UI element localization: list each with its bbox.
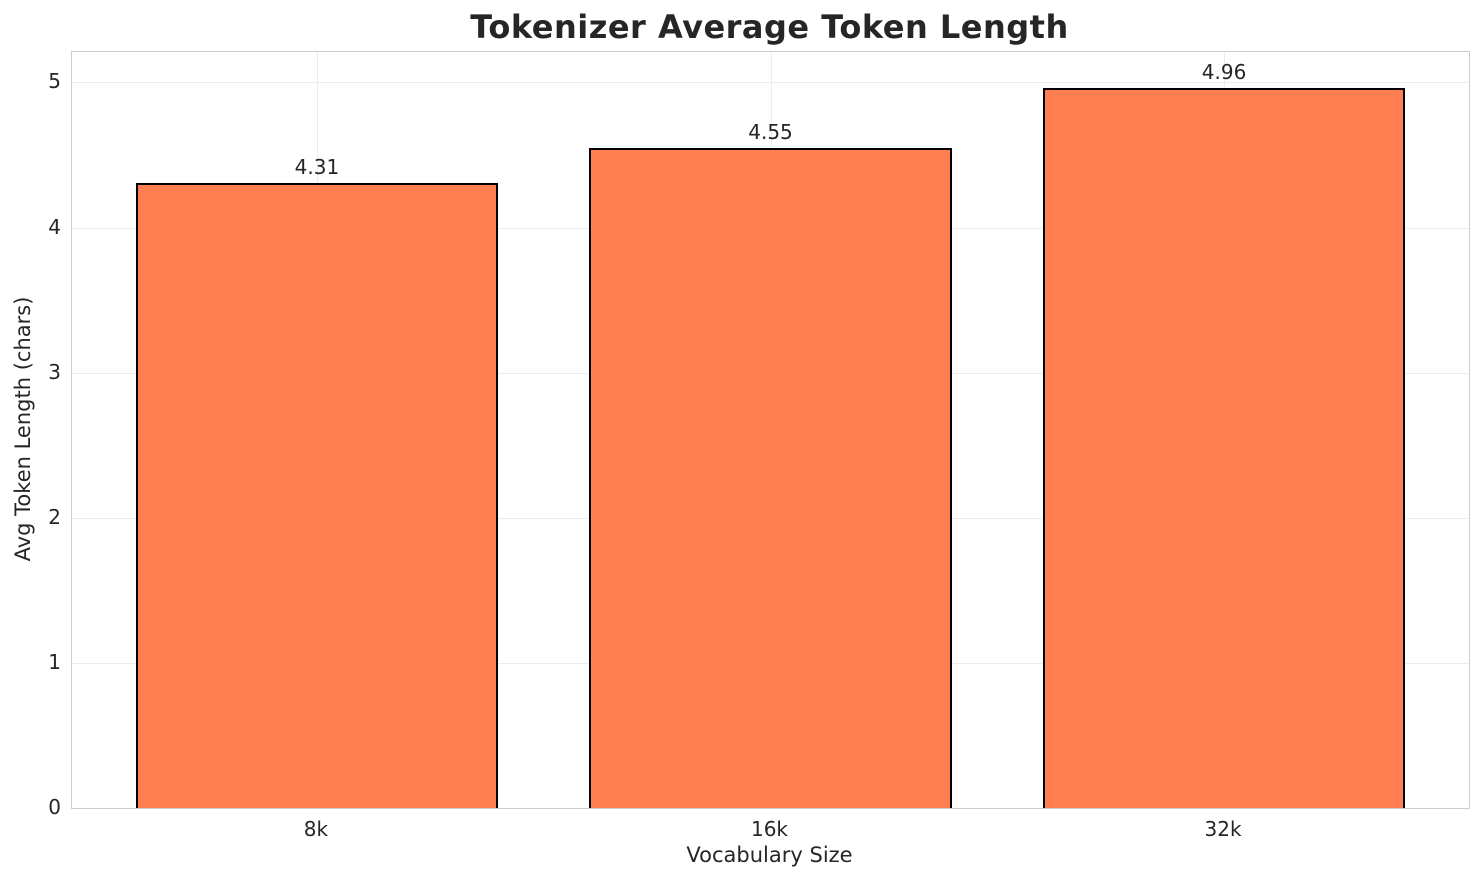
bar-value-label: 4.96: [1201, 60, 1247, 85]
bar-32k: [1042, 88, 1406, 808]
x-tick-label-16k: 16k: [750, 817, 789, 841]
x-axis-label: Vocabulary Size: [686, 843, 853, 867]
plot-area: 4.31 4.55 4.96: [71, 51, 1470, 809]
y-tick-label: 2: [48, 504, 61, 529]
y-tick-label: 4: [48, 214, 61, 239]
x-tick-label-32k: 32k: [1204, 817, 1242, 841]
y-tick-label: 5: [48, 69, 61, 94]
bar-value-label: 4.31: [294, 154, 340, 179]
y-tick-label: 1: [48, 649, 61, 674]
y-tick-label: 0: [48, 795, 61, 819]
y-tick-label: 3: [48, 359, 61, 384]
y-axis-label: Avg Token Length (chars): [11, 296, 35, 562]
chart-title: Tokenizer Average Token Length: [470, 8, 1069, 46]
x-tick-label-8k: 8k: [303, 817, 329, 841]
bar-8k: [135, 182, 499, 808]
bar-16k: [589, 147, 952, 808]
bar-value-label: 4.55: [748, 119, 793, 144]
